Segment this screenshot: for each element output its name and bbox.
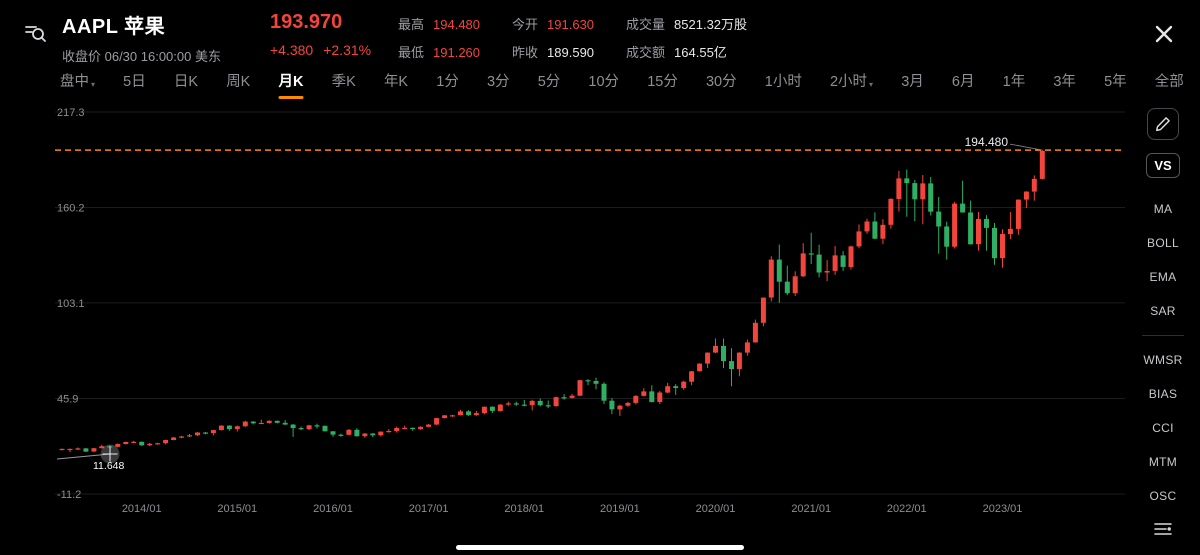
y-axis: 217.3 160.2 103.1 45.9 -11.2	[55, 107, 1125, 501]
tab-3月[interactable]: 3月	[901, 73, 924, 90]
draw-tool-button[interactable]	[1147, 108, 1179, 140]
stat-value: 191.630	[547, 17, 595, 32]
svg-text:103.1: 103.1	[57, 298, 85, 310]
quote-stat: 成交量 8521.32万股	[626, 14, 747, 33]
svg-text:2015/01: 2015/01	[217, 503, 257, 515]
indicator-settings-icon[interactable]	[1153, 520, 1173, 543]
tab-3分[interactable]: 3分	[486, 73, 510, 90]
tab-季K[interactable]: 季K	[331, 73, 356, 90]
quote-stat: 最低 191.260	[398, 42, 480, 61]
price-change: +4.380	[270, 42, 314, 58]
stat-label: 最低	[398, 45, 425, 60]
stat-label: 成交量	[626, 17, 666, 32]
indicator-osc[interactable]: OSC	[1149, 489, 1177, 503]
svg-text:160.2: 160.2	[57, 203, 85, 215]
pencil-icon	[1156, 117, 1170, 132]
svg-text:217.3: 217.3	[57, 107, 85, 119]
tab-6月[interactable]: 6月	[951, 73, 975, 90]
tab-盘中[interactable]: 盘中 ▾	[60, 73, 96, 90]
stat-value: 164.55亿	[674, 45, 727, 60]
tab-5分[interactable]: 5分	[537, 73, 561, 90]
tab-1年[interactable]: 1年	[1002, 73, 1026, 90]
svg-text:-11.2: -11.2	[57, 489, 81, 501]
watchlist-search-icon[interactable]	[22, 19, 48, 50]
svg-text:2018/01: 2018/01	[504, 503, 544, 515]
tab-5日[interactable]: 5日	[123, 73, 146, 90]
svg-text:2017/01: 2017/01	[409, 503, 449, 515]
compare-vs-button[interactable]: VS	[1146, 153, 1180, 178]
chevron-down-icon: ▾	[91, 79, 96, 89]
svg-text:2022/01: 2022/01	[887, 503, 927, 515]
tab-全部[interactable]: 全部	[1154, 73, 1184, 90]
price-change-pct: +2.31%	[323, 42, 372, 58]
indicator-mtm[interactable]: MTM	[1148, 455, 1178, 469]
home-indicator[interactable]	[456, 545, 744, 550]
chevron-down-icon: ▾	[869, 79, 874, 89]
indicator-boll[interactable]: BOLL	[1147, 236, 1179, 250]
tab-2小时[interactable]: 2小时 ▾	[829, 73, 874, 90]
tab-日K[interactable]: 日K	[173, 73, 199, 90]
tab-年K[interactable]: 年K	[383, 73, 409, 90]
trendline-anchor[interactable]: 11.648	[56, 444, 124, 473]
stat-label: 今开	[512, 17, 539, 32]
high-price-line: 194.480	[55, 135, 1125, 151]
symbol-title: AAPL 苹果	[62, 16, 166, 38]
tab-1小时[interactable]: 1小时	[764, 73, 802, 90]
stat-value: 191.260	[433, 45, 481, 60]
stat-label: 昨收	[512, 45, 539, 60]
stat-value: 194.480	[433, 17, 481, 32]
tab-30分[interactable]: 30分	[705, 73, 737, 90]
indicator-sidebar: VS MA BOLL EMA SAR WMSR BIAS CCI MTM OSC	[1126, 108, 1200, 555]
quote-stat: 今开 191.630	[512, 14, 594, 33]
indicator-sar[interactable]: SAR	[1150, 304, 1176, 318]
price-block: 193.970 +4.380 +2.31%	[270, 11, 398, 58]
quote-stat: 最高 194.480	[398, 14, 480, 33]
last-price: 193.970	[270, 11, 343, 33]
svg-text:2021/01: 2021/01	[791, 503, 831, 515]
quote-stats: 最高 194.480 今开 191.630 成交量 8521.32万股最低 191.260 昨…	[398, 14, 747, 61]
tab-周K[interactable]: 周K	[226, 73, 251, 90]
active-tab-underline	[278, 95, 304, 99]
sidebar-divider	[1142, 335, 1184, 336]
svg-text:2020/01: 2020/01	[696, 503, 736, 515]
indicator-bias[interactable]: BIAS	[1148, 387, 1178, 401]
stat-value: 189.590	[547, 45, 595, 60]
tab-5年[interactable]: 5年	[1104, 73, 1127, 90]
indicator-ma[interactable]: MA	[1153, 202, 1173, 216]
stat-label: 最高	[398, 17, 425, 32]
tab-月K[interactable]: 月K	[278, 70, 304, 99]
stat-label: 成交额	[626, 45, 666, 60]
period-tabbar: 盘中 ▾ 5日 日K 周K 月K 季K 年K 1分 3分 5分 10分 15分 30分 1小时 2小时 ▾ 3月 6…	[60, 67, 1184, 100]
quote-stat: 昨收 189.590	[512, 42, 594, 61]
svg-text:2014/01: 2014/01	[122, 503, 162, 515]
svg-text:194.480: 194.480	[965, 135, 1009, 149]
close-time-label: 收盘价 06/30 16:00:00 美东	[62, 49, 221, 64]
svg-text:11.648: 11.648	[93, 460, 124, 472]
tab-10分[interactable]: 10分	[588, 73, 620, 90]
close-icon[interactable]	[1148, 18, 1180, 55]
svg-text:2019/01: 2019/01	[600, 503, 640, 515]
quote-stat: 成交额 164.55亿	[626, 42, 747, 61]
stat-value: 8521.32万股	[674, 17, 748, 32]
tab-15分[interactable]: 15分	[647, 73, 678, 90]
svg-text:45.9: 45.9	[57, 394, 78, 406]
header: AAPL 苹果 收盘价 06/30 16:00:00 美东 193.970 +4…	[0, 0, 1200, 64]
tab-1分[interactable]: 1分	[436, 73, 459, 90]
indicator-wmsr[interactable]: WMSR	[1143, 353, 1183, 367]
candles-layer	[59, 150, 1045, 453]
indicator-ema[interactable]: EMA	[1149, 270, 1177, 284]
x-axis: 2014/01 2015/01 2016/01 2017/01 2018/01 2019/…	[122, 503, 1023, 515]
svg-text:2023/01: 2023/01	[983, 503, 1023, 515]
indicator-cci[interactable]: CCI	[1152, 421, 1174, 435]
title-block: AAPL 苹果 收盘价 06/30 16:00:00 美东	[62, 10, 270, 65]
tab-3年[interactable]: 3年	[1053, 73, 1076, 90]
svg-text:2016/01: 2016/01	[313, 503, 353, 515]
